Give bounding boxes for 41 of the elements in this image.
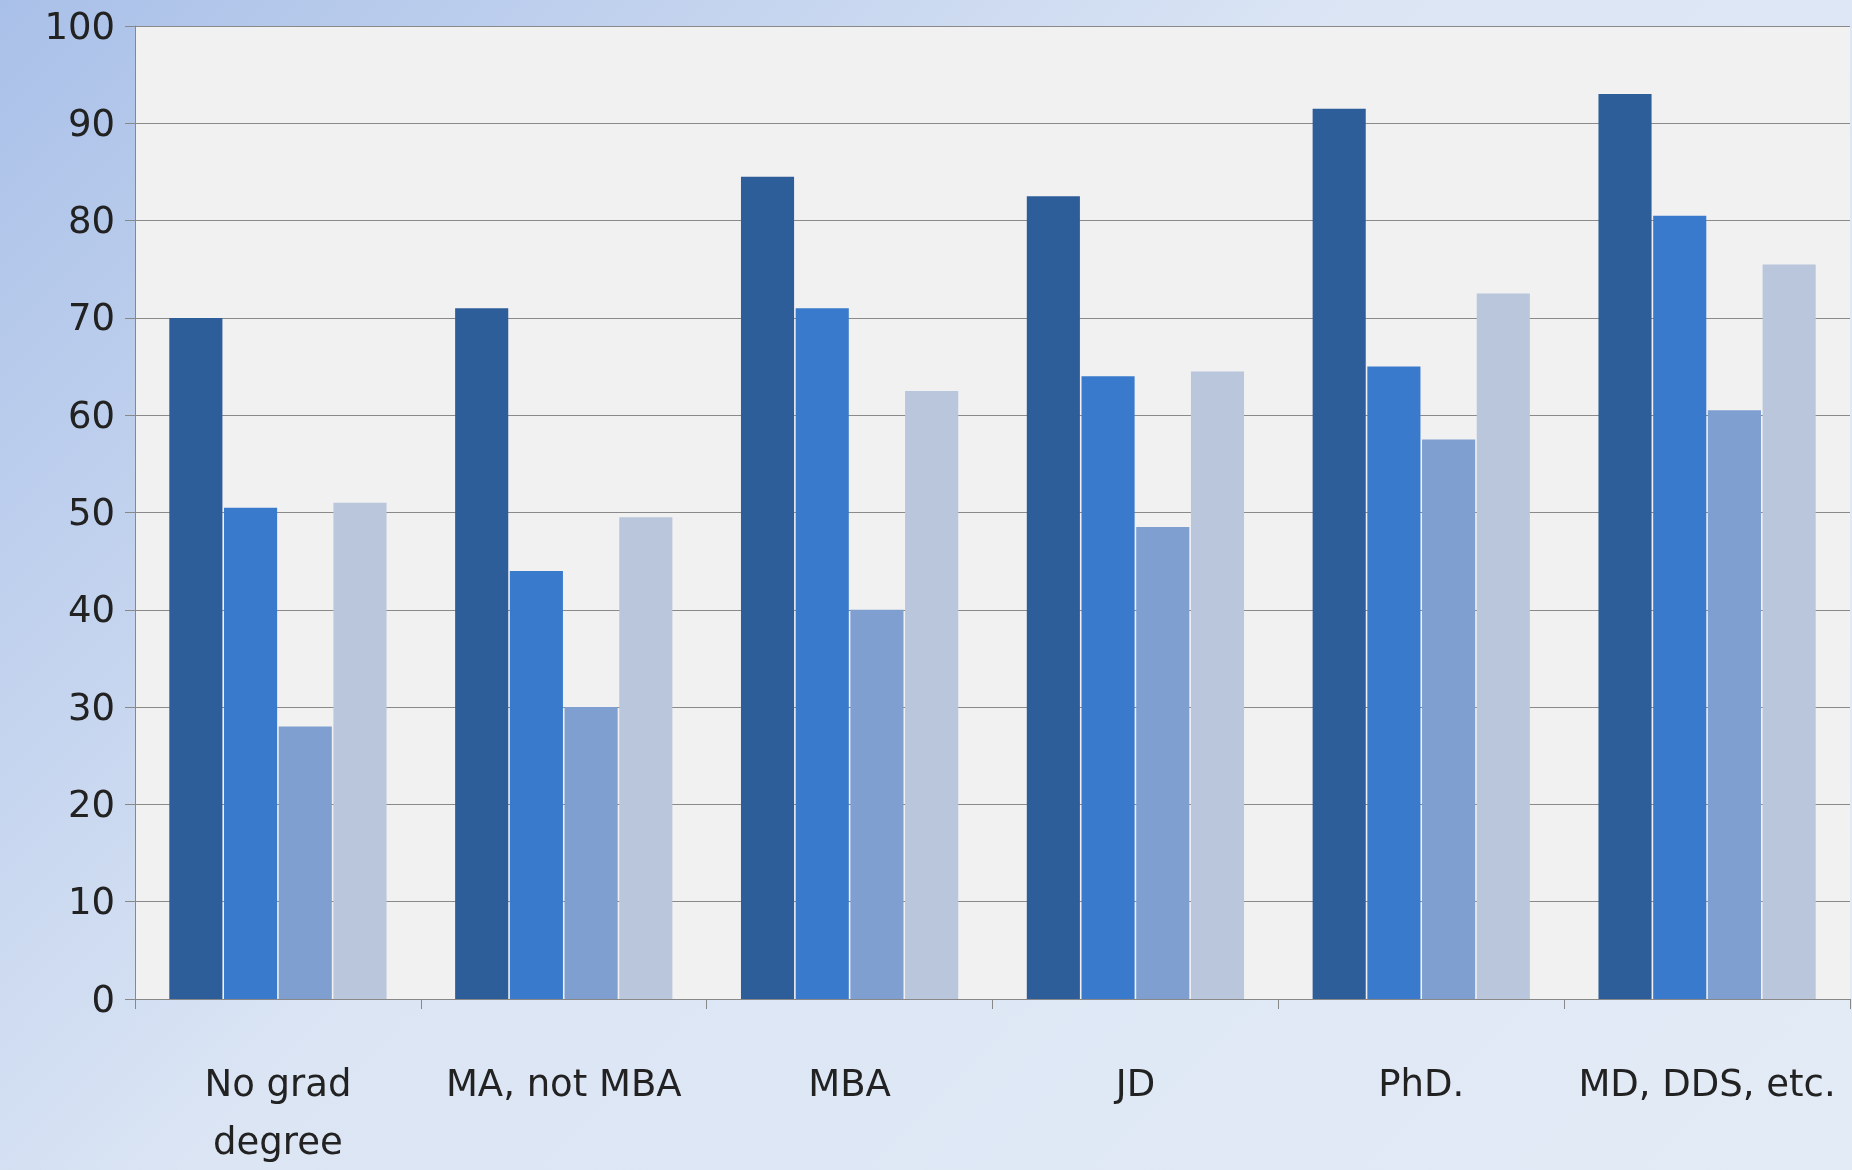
bar (905, 390, 959, 999)
bar (1026, 196, 1080, 999)
bar (169, 317, 223, 999)
y-tick-label: 40 (67, 588, 115, 632)
y-tick-label: 90 (67, 101, 115, 145)
y-tick-label: 100 (44, 4, 115, 48)
y-tick-label: 80 (67, 199, 115, 243)
x-tick-label: No grad degree (204, 1061, 352, 1163)
x-tick-label: MA, not MBA (445, 1061, 682, 1105)
bar (564, 707, 618, 999)
bar (1136, 527, 1190, 999)
bar (1598, 94, 1652, 999)
bar (509, 570, 563, 999)
bar (850, 609, 904, 999)
y-tick-label: 20 (67, 782, 115, 826)
x-tick-label: MD, DDS, etc. (1578, 1061, 1836, 1105)
bar (1190, 371, 1245, 999)
y-tick-label: 60 (67, 393, 115, 437)
bar (224, 507, 278, 999)
bar (795, 308, 849, 999)
x-tick-label: JD (1113, 1061, 1156, 1105)
x-tick-label: PhD. (1378, 1061, 1465, 1105)
bar (455, 308, 509, 999)
y-tick-label: 0 (91, 977, 115, 1021)
y-tick-label: 70 (67, 296, 115, 340)
bar (1367, 366, 1421, 999)
bar (1707, 410, 1761, 999)
bar (1762, 264, 1816, 999)
bar (619, 517, 673, 999)
bar (1312, 108, 1366, 999)
x-tick-label: MBA (808, 1061, 891, 1105)
bar (278, 726, 332, 999)
bar (740, 176, 795, 999)
bar (333, 502, 387, 999)
y-tick-label: 50 (67, 491, 115, 534)
bar (1081, 376, 1135, 999)
y-tick-label: 10 (67, 880, 115, 924)
bar (1653, 215, 1707, 999)
bar (1476, 293, 1530, 999)
y-tick-label: 30 (67, 685, 115, 729)
bar (1422, 439, 1476, 999)
